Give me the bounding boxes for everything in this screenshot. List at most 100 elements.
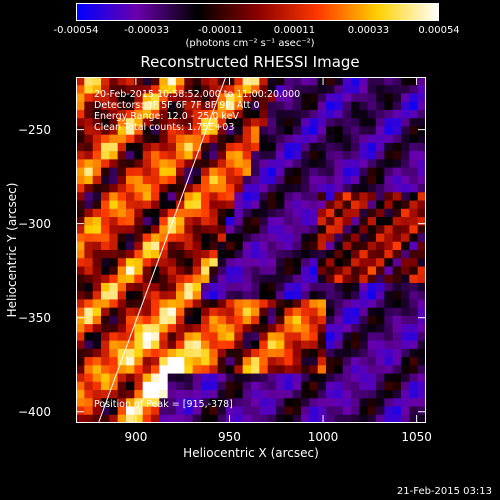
- heatmap-cell: [301, 208, 310, 218]
- heatmap-cell: [176, 208, 185, 218]
- heatmap-cell: [259, 381, 269, 391]
- heatmap-cell: [159, 184, 169, 193]
- heatmap-cell: [292, 390, 302, 399]
- heatmap-cell: [84, 307, 94, 317]
- heatmap-cell: [126, 250, 135, 259]
- heatmap-cell: [409, 398, 419, 407]
- heatmap-cell: [117, 192, 127, 201]
- heatmap-cell: [401, 233, 410, 243]
- heatmap-cell: [84, 142, 94, 152]
- heatmap-cell: [126, 365, 135, 374]
- heatmap-cell: [76, 266, 85, 276]
- heatmap-cell: [92, 398, 102, 407]
- heatmap-cell: [176, 217, 185, 226]
- heatmap-cell: [284, 118, 294, 127]
- heatmap-cell: [126, 390, 135, 399]
- heatmap-cell: [84, 184, 94, 193]
- heatmap-cell: [242, 340, 252, 350]
- heatmap-cell: [134, 373, 144, 383]
- heatmap-cell: [301, 192, 310, 201]
- heatmap-cell: [234, 93, 244, 103]
- heatmap-cell: [84, 282, 94, 292]
- heatmap-cell: [92, 118, 102, 127]
- heatmap-cell: [359, 142, 369, 152]
- heatmap-cell: [326, 109, 335, 119]
- heatmap-cell: [142, 258, 152, 267]
- heatmap-cell: [284, 167, 294, 177]
- heatmap-cell: [101, 225, 110, 234]
- heatmap-cell: [267, 332, 277, 342]
- heatmap-cell: [226, 225, 235, 234]
- heatmap-cell: [309, 348, 319, 358]
- heatmap-cell: [376, 200, 385, 210]
- heatmap-cell: [317, 167, 327, 177]
- heatmap-cell: [184, 159, 194, 169]
- heatmap-cell: [367, 315, 377, 325]
- heatmap-cell: [209, 192, 219, 201]
- heatmap-cell: [342, 332, 352, 342]
- heatmap-cell: [342, 151, 352, 160]
- heatmap-cell: [192, 258, 202, 267]
- heatmap-cell: [84, 192, 94, 201]
- heatmap-cell: [209, 77, 219, 86]
- heatmap-cell: [126, 340, 135, 350]
- annotations: 20-Feb-2015 10:58:52.000 to 11:00:20.000…: [94, 89, 300, 410]
- heatmap-cell: [301, 348, 310, 358]
- y-tick-label: −300: [18, 216, 51, 231]
- heatmap-cell: [384, 118, 394, 127]
- heatmap-cell: [184, 291, 194, 300]
- heatmap-cell: [92, 101, 102, 111]
- heatmap-cell: [151, 192, 160, 201]
- heatmap-cell: [251, 77, 260, 86]
- heatmap-cell: [359, 357, 369, 366]
- heatmap-cell: [251, 101, 260, 111]
- heatmap-cell: [351, 332, 360, 342]
- heatmap-cell: [409, 250, 419, 259]
- heatmap-cell: [134, 142, 144, 152]
- heatmap-cell: [301, 258, 310, 267]
- heatmap-cell: [101, 192, 110, 201]
- heatmap-cell: [309, 192, 319, 201]
- heatmap-cell: [76, 274, 85, 284]
- heatmap-cell: [359, 109, 369, 119]
- heatmap-cell: [351, 217, 360, 226]
- heatmap-cell: [409, 85, 419, 94]
- heatmap-cell: [126, 233, 135, 243]
- heatmap-cell: [251, 142, 260, 152]
- heatmap-cell: [126, 315, 135, 325]
- heatmap-cell: [309, 299, 319, 309]
- heatmap-cell: [309, 373, 319, 383]
- heatmap-cell: [384, 348, 394, 358]
- heatmap-cell: [326, 118, 335, 127]
- heatmap-cell: [226, 142, 235, 152]
- heatmap-cell: [409, 77, 419, 86]
- heatmap-cell: [92, 373, 102, 383]
- heatmap-cell: [384, 93, 394, 103]
- heatmap-cell: [267, 406, 277, 416]
- heatmap-cell: [351, 307, 360, 317]
- heatmap-cell: [267, 258, 277, 267]
- heatmap-cell: [101, 332, 110, 342]
- heatmap-cell: [84, 118, 94, 127]
- heatmap-cell: [342, 217, 352, 226]
- heatmap-cell: [359, 225, 369, 234]
- heatmap-cell: [326, 184, 335, 193]
- heatmap-cell: [234, 324, 244, 333]
- heatmap-cell: [376, 217, 385, 226]
- heatmap-cell: [226, 373, 235, 383]
- heatmap-cell: [401, 398, 410, 407]
- heatmap-cell: [209, 340, 219, 350]
- heatmap-cell: [342, 307, 352, 317]
- heatmap-cell: [134, 109, 144, 119]
- heatmap-cell: [92, 357, 102, 366]
- heatmap-cell: [376, 258, 385, 267]
- heatmap-cell: [301, 398, 310, 407]
- heatmap-cell: [409, 266, 419, 276]
- heatmap-cell: [92, 348, 102, 358]
- heatmap-cell: [409, 118, 419, 127]
- heatmap-cell: [317, 184, 327, 193]
- heatmap-cell: [376, 126, 385, 136]
- heatmap-cell: [276, 134, 285, 144]
- heatmap-cell: [217, 250, 227, 259]
- heatmap-cell: [309, 126, 319, 136]
